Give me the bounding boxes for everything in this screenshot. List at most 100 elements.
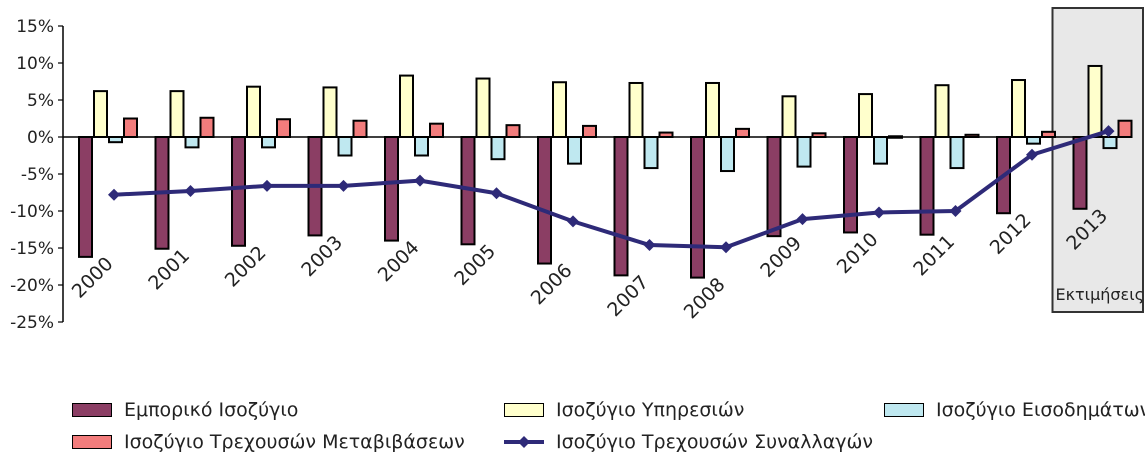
estimate-label: Εκτιμήσεις xyxy=(1056,285,1145,304)
bar-transfers xyxy=(1117,119,1133,139)
chart: Εκτιμήσεις 15% 10% 5% 0% -5% -10% -15% -20% -25%… xyxy=(10,7,1145,333)
category-label: 2012 xyxy=(986,209,1036,259)
category-label: 2004 xyxy=(374,237,424,287)
line-point xyxy=(567,215,579,228)
bar-trade xyxy=(78,136,93,258)
y-tick-label: -15% xyxy=(10,239,54,259)
bar-services xyxy=(93,90,108,139)
bar-income xyxy=(490,136,506,161)
bar-services xyxy=(934,84,950,138)
bar-income xyxy=(261,136,276,149)
category-label: 2000 xyxy=(68,253,118,303)
legend-swatch-income xyxy=(884,403,924,417)
legend-label-trade: Εμπορικό Ισοζύγιο xyxy=(124,399,299,421)
bar-services xyxy=(1087,64,1103,138)
bar-trade xyxy=(766,136,782,238)
line-point xyxy=(949,205,962,217)
bar-income xyxy=(1026,136,1041,145)
estimate-region: Εκτιμήσεις xyxy=(1051,7,1145,313)
legend-item-current-account: Ισοζύγιο Τρεχουσών Συναλλαγών xyxy=(504,428,873,456)
bar-transfers xyxy=(964,133,980,138)
line-point xyxy=(184,185,197,198)
bar-trade xyxy=(537,136,552,265)
bar-income xyxy=(873,136,888,165)
bar-services xyxy=(246,85,261,138)
line-current-account xyxy=(113,129,1110,250)
bar-transfers xyxy=(658,131,674,138)
bar-income xyxy=(337,136,353,157)
legend-item-services: Ισοζύγιο Υπηρεσιών xyxy=(504,396,744,424)
bar-services xyxy=(552,81,567,138)
category-label: 2006 xyxy=(527,260,577,310)
bar-transfers xyxy=(735,127,750,139)
bar-services xyxy=(858,93,873,138)
bar-services xyxy=(322,86,338,138)
category-label: 2007 xyxy=(603,271,653,321)
line-point xyxy=(643,239,656,252)
legend-item-income: Ισοζύγιο Εισοδημάτων xyxy=(884,396,1145,424)
category-label: 2002 xyxy=(221,242,271,292)
line-point xyxy=(414,174,426,187)
bar-services xyxy=(475,77,491,138)
bar-income xyxy=(720,136,735,173)
legend-item-transfers: Ισοζύγιο Τρεχουσών Μεταβιβάσεων xyxy=(72,428,465,456)
y-tick-label: -20% xyxy=(10,276,54,296)
bar-services xyxy=(169,90,185,139)
bar-trade xyxy=(843,136,858,234)
y-tick-label: 0% xyxy=(27,128,54,148)
bar-services xyxy=(1011,79,1026,138)
category-labels: 2000 2001 2002 2003 2004 2005 2006 2007 2008 2009… xyxy=(68,205,1112,324)
line-point xyxy=(261,179,273,192)
bar-income xyxy=(414,136,429,157)
legend-label-transfers: Ισοζύγιο Τρεχουσών Μεταβιβάσεων xyxy=(124,431,465,453)
y-tick-label: 5% xyxy=(27,91,54,111)
bar-trade xyxy=(613,136,629,277)
bar-transfers xyxy=(276,118,291,138)
category-label: 2003 xyxy=(297,231,347,281)
line-series-group xyxy=(108,125,1115,254)
line-point xyxy=(720,241,732,254)
bar-transfers xyxy=(582,124,597,139)
y-tick-label: 15% xyxy=(16,17,54,37)
category-label: 2011 xyxy=(909,231,959,281)
bar-services xyxy=(399,74,414,138)
bar-transfers xyxy=(811,132,827,139)
legend-swatch-current-account xyxy=(504,435,544,449)
bar-trade xyxy=(1072,136,1088,210)
bar-income xyxy=(949,136,965,170)
bar-transfers xyxy=(888,135,903,139)
line-point xyxy=(490,187,503,200)
legend-item-trade: Εμπορικό Ισοζύγιο xyxy=(72,396,298,424)
bar-income xyxy=(796,136,812,168)
bar-services xyxy=(705,81,720,139)
bar-services xyxy=(628,81,644,139)
bar-trade xyxy=(231,136,246,247)
legend-swatch-transfers xyxy=(72,435,112,449)
bar-trade xyxy=(384,136,399,242)
y-tick-label: 10% xyxy=(16,54,54,74)
bar-transfers xyxy=(352,119,368,139)
line-point xyxy=(108,188,120,201)
category-label: 2010 xyxy=(833,228,883,278)
bar-income xyxy=(1102,136,1118,150)
bar-income xyxy=(643,136,659,170)
bar-transfers xyxy=(1041,130,1056,139)
category-label: 2005 xyxy=(450,240,500,290)
y-tick-label: -5% xyxy=(21,165,54,185)
y-axis: 15% 10% 5% 0% -5% -10% -15% -20% -25% xyxy=(10,17,1090,333)
bar-income xyxy=(567,136,582,165)
bar-services xyxy=(781,95,797,139)
category-label: 2009 xyxy=(756,232,806,282)
legend-label-income: Ισοζύγιο Εισοδημάτων xyxy=(936,399,1145,421)
legend-swatch-trade xyxy=(72,403,112,417)
bar-trade xyxy=(919,136,935,236)
bars-group xyxy=(78,64,1133,279)
bar-transfers xyxy=(505,124,521,139)
bar-income xyxy=(184,136,200,149)
legend: Εμπορικό Ισοζύγιο Ισοζύγιο Υπηρεσιών Ισο… xyxy=(72,392,1145,458)
line-point xyxy=(1026,148,1038,161)
bar-transfers xyxy=(429,122,444,138)
legend-swatch-services xyxy=(504,403,544,417)
legend-label-current-account: Ισοζύγιο Τρεχουσών Συναλλαγών xyxy=(556,431,873,453)
line-point xyxy=(796,213,809,226)
